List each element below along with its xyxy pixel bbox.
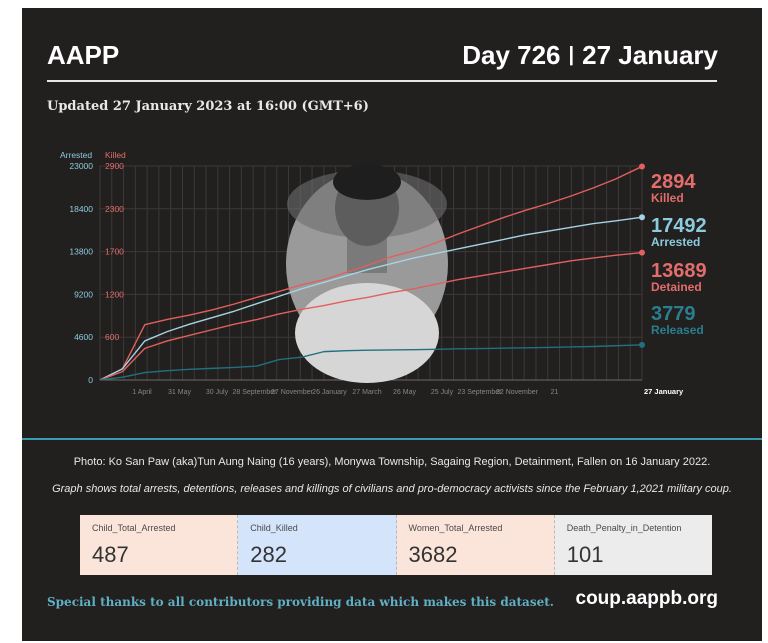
header-date: 27 January: [582, 40, 718, 70]
left-tick-label: 4600: [74, 332, 93, 342]
killed-endpoint: [639, 163, 645, 170]
right-tick-label: 1700: [105, 247, 124, 257]
left-tick-label: 9200: [74, 289, 93, 299]
stats-panel: Child_Total_Arrested 487 Child_Killed 28…: [80, 515, 712, 575]
graph-caption: Graph shows total arrests, detentions, r…: [52, 483, 732, 495]
x-tick-label: 27 November: [271, 389, 314, 396]
killed-line: [99, 165, 643, 381]
detained-endpoint: [639, 249, 645, 256]
x-tick-label: 25 July: [431, 389, 454, 396]
stat-value: 3682: [408, 542, 458, 567]
x-tick-label: 22 November: [496, 389, 539, 396]
released-endpoint: [639, 341, 645, 348]
right-axis-label: Killed: [105, 150, 126, 160]
detained-line: [99, 251, 643, 381]
left-tick-label: 23000: [69, 161, 93, 171]
series-final-value: 3779: [651, 303, 696, 325]
right-tick-label: 1200: [105, 289, 124, 299]
x-end-label: 27 January: [644, 387, 684, 396]
stat-women-total-arrested: Women_Total_Arrested 3682: [396, 515, 555, 575]
header-separator: |: [568, 44, 575, 66]
released-line: [99, 344, 643, 381]
stat-child-total-arrested: Child_Total_Arrested 487: [80, 515, 239, 575]
poster: AAPP Day 726 | 27 January Updated 27 Jan…: [22, 8, 762, 641]
series-final-value: 17492: [651, 215, 707, 237]
series-name-label: Released: [651, 323, 704, 337]
stat-value: 282: [250, 542, 287, 567]
x-tick-label: 1 April: [132, 389, 152, 396]
stat-child-killed: Child_Killed 282: [238, 515, 397, 575]
header-divider: [47, 80, 717, 82]
day-count: Day 726: [462, 40, 561, 70]
photo-shirt: [295, 283, 439, 383]
x-tick-label: 26 May: [393, 389, 416, 396]
stat-label: Death_Penalty_in_Detention: [566, 523, 682, 533]
series-name-label: Killed: [651, 191, 684, 205]
stat-death-penalty: Death_Penalty_in_Detention 101: [554, 515, 712, 575]
series-name-label: Arrested: [651, 235, 700, 249]
site-link[interactable]: coup.aappb.org: [575, 588, 719, 609]
stat-value: 487: [92, 542, 129, 567]
header-title: AAPP: [47, 40, 120, 70]
stat-label: Women_Total_Arrested: [408, 523, 503, 533]
series-name-label: Detained: [651, 280, 702, 294]
arrested-endpoint: [639, 214, 645, 221]
section-divider: [22, 438, 762, 440]
right-tick-label: 2300: [105, 204, 124, 214]
x-tick-label: 28 September: [233, 389, 278, 396]
line-chart: 0 4600 600 9200 1200 13800 1700 18400 2300 23000 2…: [60, 150, 707, 396]
right-tick-label: 2900: [105, 161, 124, 171]
header-day: Day 726 | 27 January: [462, 40, 718, 71]
series-final-value: 13689: [651, 260, 707, 282]
left-axis-label: Arrested: [60, 150, 92, 160]
thanks-note: Special thanks to all contributors provi…: [47, 595, 554, 609]
arrested-line: [99, 216, 643, 381]
stat-label: Child_Total_Arrested: [92, 523, 176, 533]
left-tick-label: 0: [88, 375, 93, 385]
series-final-value: 2894: [651, 171, 696, 193]
x-tick-label: 31 May: [168, 389, 191, 396]
stat-value: 101: [566, 542, 604, 567]
updated-timestamp: Updated 27 January 2023 at 16:00 (GMT+6): [47, 99, 369, 114]
left-tick-label: 18400: [69, 204, 93, 214]
x-tick-label: 26 January: [312, 389, 347, 396]
left-tick-label: 13800: [69, 247, 93, 257]
x-tick-label: 23 September: [458, 389, 503, 396]
x-tick-label: 27 March: [352, 389, 381, 396]
photo-caption: Photo: Ko San Paw (aka)Tun Aung Naing (1…: [73, 456, 711, 468]
right-tick-label: 600: [105, 332, 119, 342]
x-tick-label: 30 July: [206, 389, 229, 396]
x-tick-label: 21: [551, 389, 559, 396]
stat-label: Child_Killed: [250, 523, 298, 533]
photo-hair: [333, 164, 401, 200]
